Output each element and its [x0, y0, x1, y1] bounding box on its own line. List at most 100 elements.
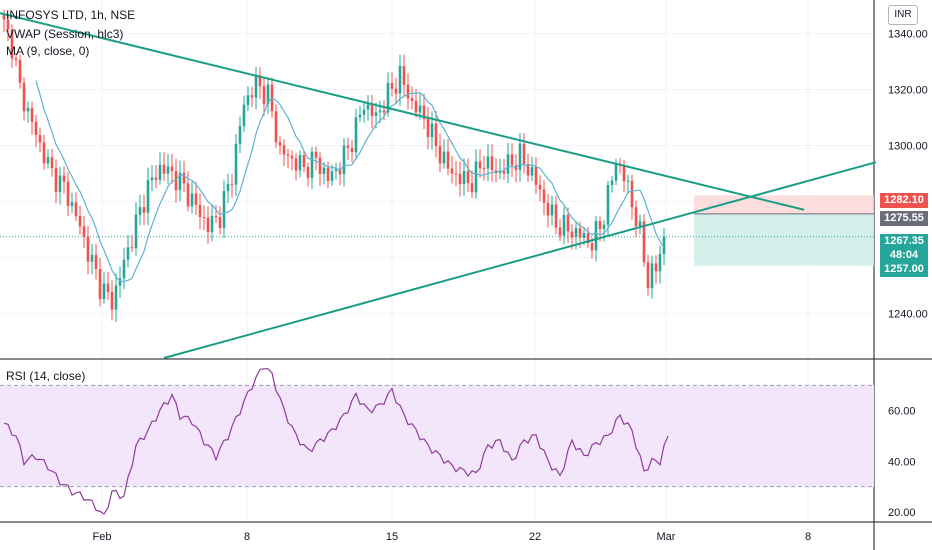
candle-body [526, 164, 530, 176]
candle-body [350, 147, 354, 153]
rsi-tick-label: 20.00 [888, 507, 916, 519]
candle-body [602, 224, 606, 230]
candle-body [410, 98, 414, 101]
candle-body [650, 263, 654, 289]
candle-body [274, 111, 278, 143]
candle-body [370, 104, 374, 116]
candle-body [510, 154, 514, 166]
candle-body [210, 215, 214, 233]
candle-body [358, 114, 362, 118]
candle-body [302, 155, 306, 167]
candle-body [374, 112, 378, 116]
candle-body [254, 75, 258, 98]
candle-body [50, 157, 54, 169]
candle-body [506, 154, 510, 174]
candle-body [190, 193, 194, 207]
candle-body [242, 104, 246, 127]
candle-body [558, 227, 562, 236]
candle-body [654, 263, 658, 272]
candle-body [46, 157, 50, 164]
candle-body [638, 221, 642, 227]
price-tick-label: 1320.00 [888, 85, 928, 97]
candle-body [214, 215, 218, 218]
entry-price-badge: 1275.55 [880, 211, 928, 226]
candle-body [66, 181, 70, 206]
candle-body [630, 180, 634, 208]
candle-body [58, 175, 62, 193]
candle-body [522, 143, 526, 165]
candle-body [566, 215, 570, 232]
candle-body [230, 184, 234, 186]
candle-body [54, 168, 58, 193]
candle-body [450, 168, 454, 174]
candle-body [146, 180, 150, 213]
candle-body [518, 143, 522, 170]
candle-body [62, 175, 66, 182]
candle-body [182, 172, 186, 184]
candle-body [466, 170, 470, 184]
target-price-badge: 1257.00 [880, 262, 928, 277]
rsi-legend: RSI (14, close) [6, 369, 86, 383]
ma-legend: MA (9, close, 0) [6, 44, 90, 58]
candle-body [70, 202, 74, 206]
trendline-resistance [0, 12, 805, 211]
candle-body [342, 145, 346, 175]
candle-body [158, 164, 162, 180]
ma-line [35, 80, 665, 283]
currency-button[interactable]: INR [888, 5, 918, 25]
candle-body [338, 169, 342, 175]
price-tick-label: 1340.00 [888, 29, 928, 41]
candle-body [486, 156, 490, 169]
candle-body [86, 236, 90, 262]
candle-body [334, 169, 338, 172]
candle-body [482, 168, 486, 170]
candle-body [170, 166, 174, 172]
vwap-legend: VWAP (Session, hlc3) [6, 27, 124, 41]
candle-body [306, 166, 310, 178]
candle-body [150, 177, 154, 181]
candle-body [294, 158, 298, 171]
candle-body [594, 221, 598, 251]
candle-body [394, 88, 398, 94]
last-price-badge: 1267.35 [880, 234, 928, 249]
candle-body [22, 82, 26, 112]
time-tick-label: 22 [529, 531, 541, 543]
symbol-legend: INFOSYS LTD, 1h, NSE [6, 8, 136, 22]
candle-body [454, 173, 458, 175]
candle-body [330, 171, 334, 181]
candle-body [222, 191, 226, 229]
candle-body [318, 157, 322, 175]
candle-body [266, 84, 270, 105]
candle-body [570, 231, 574, 238]
candle-body [286, 154, 290, 156]
candle-body [138, 207, 142, 215]
candle-body [366, 104, 370, 110]
candle-body [514, 165, 518, 170]
candle-body [470, 183, 474, 193]
candle-body [406, 84, 410, 99]
candle-body [550, 204, 554, 216]
candle-body [122, 259, 126, 279]
candle-body [106, 283, 110, 292]
trendline-support [163, 161, 877, 359]
candle-body [634, 207, 638, 227]
candle-body [442, 151, 446, 164]
candle-body [82, 226, 86, 237]
candle-body [378, 110, 382, 113]
candle-body [198, 204, 202, 218]
candle-body [238, 126, 242, 144]
candle-body [314, 151, 318, 158]
rsi-tick-label: 40.00 [888, 456, 916, 468]
candle-body [646, 262, 650, 289]
candle-body [346, 145, 350, 148]
take-profit-zone [694, 213, 874, 266]
candle-body [662, 236, 666, 254]
candle-body [418, 105, 422, 113]
candle-body [110, 291, 114, 310]
candle-body [434, 123, 438, 147]
candle-body [362, 109, 366, 115]
candle-body [582, 233, 586, 238]
candle-body [326, 167, 330, 181]
candle-body [462, 170, 466, 185]
